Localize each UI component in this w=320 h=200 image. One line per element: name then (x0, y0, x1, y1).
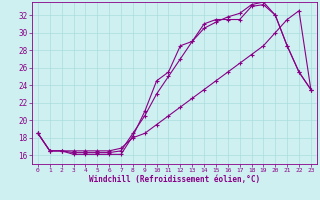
X-axis label: Windchill (Refroidissement éolien,°C): Windchill (Refroidissement éolien,°C) (89, 175, 260, 184)
